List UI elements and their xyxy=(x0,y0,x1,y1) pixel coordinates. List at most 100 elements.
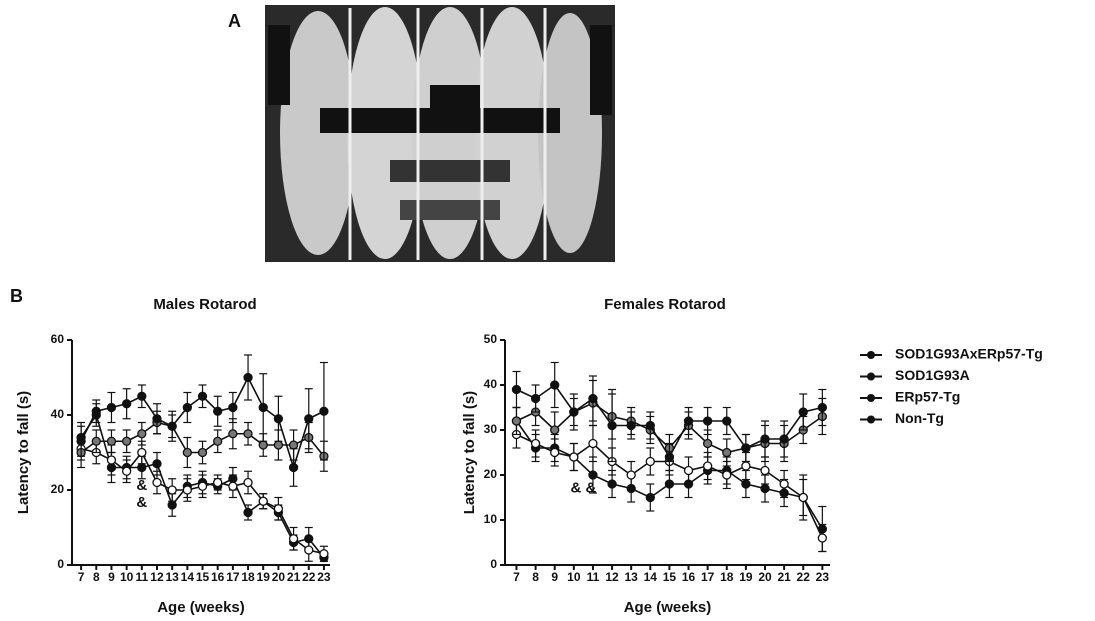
point xyxy=(817,533,828,543)
point xyxy=(243,507,253,518)
y-tick-label: 50 xyxy=(484,332,498,346)
x-tick-label: 18 xyxy=(241,570,255,584)
point xyxy=(550,447,560,458)
point xyxy=(197,481,208,491)
point xyxy=(683,416,694,426)
point xyxy=(798,492,808,503)
series-line xyxy=(80,447,325,555)
x-tick-label: 14 xyxy=(644,570,658,584)
point xyxy=(288,440,299,450)
point xyxy=(741,461,751,471)
point xyxy=(702,438,713,449)
point xyxy=(258,402,268,413)
x-tick-label: 20 xyxy=(272,570,286,584)
annotation: & xyxy=(136,494,147,511)
y-tick-label: 0 xyxy=(490,557,497,571)
point xyxy=(530,438,541,449)
x-tick-label: 20 xyxy=(758,570,772,584)
point xyxy=(304,414,314,424)
x-tick-label: 22 xyxy=(797,570,811,584)
point xyxy=(645,420,655,431)
x-axis-label: Age (weeks) xyxy=(624,599,712,616)
point xyxy=(588,470,598,480)
x-tick-label: 16 xyxy=(682,570,696,584)
point xyxy=(607,479,617,489)
point xyxy=(626,470,636,480)
point xyxy=(106,436,117,446)
point xyxy=(645,456,655,467)
point xyxy=(664,479,675,489)
point xyxy=(91,406,101,416)
point xyxy=(228,481,238,491)
point xyxy=(273,414,284,424)
y-tick-label: 30 xyxy=(484,422,498,436)
point xyxy=(213,477,223,488)
point xyxy=(588,393,598,404)
x-tick-label: 15 xyxy=(663,570,677,584)
x-tick-label: 13 xyxy=(624,570,638,584)
legend-marker xyxy=(867,372,875,381)
legend-label: SOD1G93AxERp57-Tg xyxy=(895,346,1043,362)
point xyxy=(626,420,636,431)
point xyxy=(702,416,713,426)
point xyxy=(182,402,192,413)
point xyxy=(760,434,770,444)
y-tick-label: 60 xyxy=(51,332,65,346)
point xyxy=(258,496,268,506)
chart-title: Females Rotarod xyxy=(604,296,726,313)
point xyxy=(569,452,579,462)
point xyxy=(760,483,770,494)
point xyxy=(645,492,655,503)
x-tick-label: 12 xyxy=(150,570,164,584)
x-tick-label: 17 xyxy=(701,570,715,584)
annotation: & & xyxy=(570,479,596,496)
point xyxy=(137,429,147,439)
point xyxy=(91,436,101,446)
point xyxy=(258,440,268,450)
x-tick-label: 8 xyxy=(532,570,539,584)
y-axis-label: Latency to fall (s) xyxy=(461,391,478,514)
point xyxy=(798,407,808,417)
x-tick-label: 18 xyxy=(720,570,734,584)
point xyxy=(137,462,147,473)
point xyxy=(152,459,162,469)
point xyxy=(167,500,177,510)
point xyxy=(569,407,579,417)
x-tick-label: 14 xyxy=(181,570,195,584)
point xyxy=(607,420,617,431)
point xyxy=(304,545,314,555)
y-axis-label: Latency to fall (s) xyxy=(15,391,32,514)
point xyxy=(683,465,694,476)
x-tick-label: 16 xyxy=(211,570,225,584)
x-tick-label: 22 xyxy=(302,570,316,584)
point xyxy=(664,452,675,462)
point xyxy=(213,406,223,416)
x-tick-label: 21 xyxy=(287,570,301,584)
chart-title: Males Rotarod xyxy=(153,296,256,313)
point xyxy=(197,447,208,458)
panel-label: A xyxy=(228,11,241,31)
point xyxy=(182,485,192,495)
point xyxy=(228,429,238,439)
y-tick-label: 40 xyxy=(484,377,498,391)
point xyxy=(152,414,162,424)
x-tick-label: 8 xyxy=(93,570,100,584)
point xyxy=(319,406,329,416)
point xyxy=(288,462,299,473)
panel-label: B xyxy=(10,286,23,306)
point xyxy=(511,416,522,426)
x-tick-label: 7 xyxy=(513,570,520,584)
point xyxy=(722,470,732,480)
legend-label: ERp57-Tg xyxy=(895,389,960,405)
x-tick-label: 17 xyxy=(226,570,240,584)
point xyxy=(167,421,177,431)
x-tick-label: 21 xyxy=(777,570,791,584)
x-tick-label: 11 xyxy=(587,570,600,584)
point xyxy=(243,477,253,488)
legend-label: SOD1G93A xyxy=(895,367,970,383)
x-axis-label: Age (weeks) xyxy=(157,599,245,616)
point xyxy=(243,372,253,383)
point xyxy=(817,402,828,413)
point xyxy=(228,402,238,413)
x-tick-label: 23 xyxy=(317,570,331,584)
